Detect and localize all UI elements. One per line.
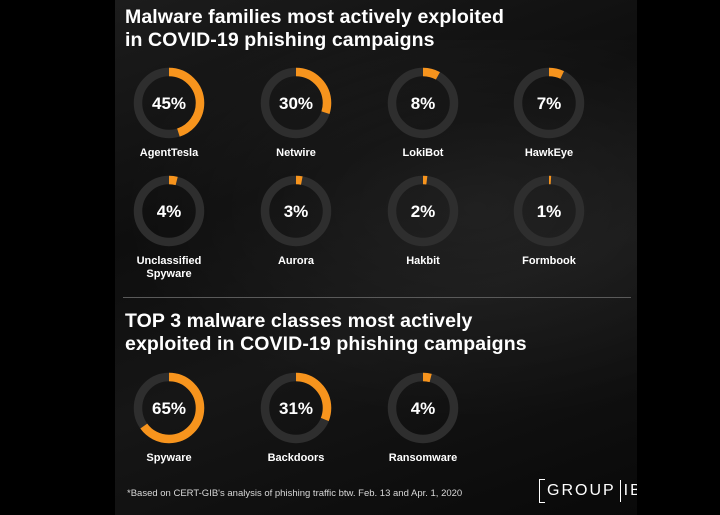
donut-value-arc	[133, 175, 205, 247]
donut-value-arc	[387, 67, 459, 139]
donut-caption: Formbook	[522, 255, 576, 267]
donut-percent-label: 45%	[152, 94, 186, 113]
donut-caption: LokiBot	[402, 147, 444, 159]
donut-percent-label: 7%	[537, 94, 562, 113]
donut-caption: Hakbit	[406, 255, 440, 267]
donut-chart: 4%	[133, 175, 205, 247]
donut-caption: HawkEye	[524, 147, 574, 159]
donut-chart: 45%	[133, 67, 205, 139]
donut-caption: Ransomware	[388, 452, 458, 464]
classes-title-line-1: TOP 3 malware classes most actively	[125, 310, 473, 332]
donut-chart: 31%	[260, 372, 332, 444]
donut-chart: 65%	[133, 372, 205, 444]
classes-title: TOP 3 malware classes most actively expl…	[125, 310, 527, 356]
group-ib-logo: GROUP IB	[539, 479, 637, 503]
logo-text-ib: IB	[623, 482, 637, 499]
donut-percent-label: 3%	[284, 202, 309, 221]
donut-item-hawkeye: 7% HawkEye	[494, 65, 604, 160]
donut-chart: 1%	[513, 175, 585, 247]
donut-chart: 4%	[387, 372, 459, 444]
donut-chart: 7%	[513, 67, 585, 139]
donut-chart: 30%	[260, 67, 332, 139]
donut-item-ransomware: 4% Ransomware	[368, 370, 478, 465]
donut-percent-label: 4%	[157, 202, 182, 221]
donut-caption: AgentTesla	[139, 147, 199, 159]
donut-item-formbook: 1% Formbook	[494, 173, 604, 268]
donut-value-arc	[260, 67, 332, 139]
donut-item-netwire: 30% Netwire	[241, 65, 351, 160]
donut-value-arc	[260, 175, 332, 247]
donut-percent-label: 31%	[279, 399, 313, 418]
donut-value-arc	[387, 372, 459, 444]
donut-percent-label: 8%	[411, 94, 436, 113]
donut-percent-label: 1%	[537, 202, 562, 221]
families-title-line-2: in COVID-19 phishing campaigns	[125, 29, 435, 51]
footnote: *Based on CERT-GIB's analysis of phishin…	[127, 488, 463, 499]
families-title: Malware families most actively exploited…	[125, 6, 504, 52]
infographic-panel: Malware families most actively exploited…	[115, 0, 637, 515]
logo-text-group: GROUP	[547, 482, 616, 499]
donut-value-arc	[133, 67, 205, 139]
donut-item-agenttesla: 45% AgentTesla	[115, 65, 224, 160]
donut-item-aurora: 3% Aurora	[241, 173, 351, 268]
section-divider	[123, 297, 631, 298]
donut-item-hakbit: 2% Hakbit	[368, 173, 478, 268]
donut-caption: Netwire	[276, 147, 316, 159]
donut-percent-label: 65%	[152, 399, 186, 418]
donut-item-spyware: 65% Spyware	[115, 370, 224, 465]
logo-bracket-left	[539, 479, 545, 503]
donut-percent-label: 30%	[279, 94, 313, 113]
donut-percent-label: 2%	[411, 202, 436, 221]
donut-percent-label: 4%	[411, 399, 436, 418]
donut-item-backdoors: 31% Backdoors	[241, 370, 351, 465]
families-title-line-1: Malware families most actively exploited	[125, 6, 504, 28]
donut-caption: Backdoors	[267, 452, 325, 464]
donut-item-lokibot: 8% LokiBot	[368, 65, 478, 160]
donut-value-arc	[513, 67, 585, 139]
donut-caption: Spyware	[146, 452, 192, 464]
donut-value-arc	[260, 372, 332, 444]
classes-title-line-2: exploited in COVID-19 phishing campaigns	[125, 333, 527, 355]
donut-chart: 3%	[260, 175, 332, 247]
donut-chart: 2%	[387, 175, 459, 247]
donut-caption: Unclassified Spyware	[136, 255, 202, 280]
donut-value-arc	[387, 175, 459, 247]
donut-chart: 8%	[387, 67, 459, 139]
donut-value-arc	[133, 372, 205, 444]
donut-caption: Aurora	[277, 255, 315, 267]
donut-value-arc	[513, 175, 585, 247]
donut-item-unclassified-spyware: 4% Unclassified Spyware	[115, 173, 224, 281]
logo-separator	[619, 480, 621, 502]
